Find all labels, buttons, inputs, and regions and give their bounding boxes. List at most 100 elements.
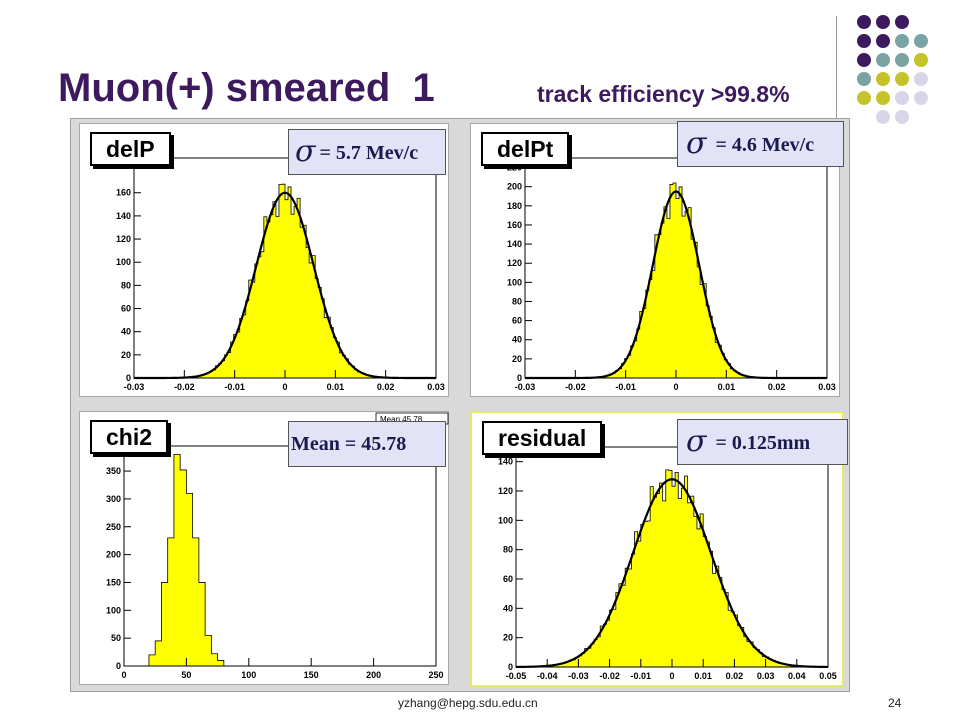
y-tick-label: 40 (121, 327, 131, 337)
y-tick-label: 180 (507, 201, 522, 211)
y-tick-label: 80 (503, 545, 513, 555)
y-tick-label: 0 (508, 662, 513, 672)
x-tick-label: -0.01 (615, 382, 636, 392)
x-tick-label: 0 (669, 671, 674, 681)
chi2-plot: 0 50 100 150 200 250 300 350 0 50 100 150 200 250 Mean… (106, 412, 449, 680)
y-tick-label: 120 (498, 486, 513, 496)
y-tick-label: 350 (106, 466, 121, 476)
y-tick-label: 40 (512, 335, 522, 345)
y-tick-label: 0 (126, 373, 131, 383)
x-tick-label: -0.01 (631, 671, 652, 681)
y-tick-label: 150 (106, 577, 121, 587)
x-tick-label: 0.05 (819, 671, 837, 681)
slide-subtitle: track efficiency >99.8% (537, 81, 790, 107)
y-tick-label: 60 (512, 316, 522, 326)
delPt-plot: 0 20 40 60 80 100 120 140 160 180 200 220 -0.03 -0.02… (507, 157, 836, 392)
decorative-dot (857, 34, 871, 48)
y-tick-label: 140 (116, 211, 131, 221)
sigma-annotation-delPt: σ = 4.6 Mev/c (677, 121, 844, 167)
histogram-title-residual: residual (482, 421, 603, 455)
decorative-dot (857, 91, 871, 105)
delP-plot: 0 20 40 60 80 100 120 140 160 -0.03 -0.02 -0.01 0 0.0… (116, 157, 445, 392)
y-tick-label: 220 (507, 163, 522, 173)
decorative-dot (876, 72, 890, 86)
decorative-dot (876, 34, 890, 48)
decorative-dot (895, 110, 909, 124)
decorative-dot (914, 72, 928, 86)
x-tick-label: 100 (241, 670, 256, 680)
decorative-dot (876, 91, 890, 105)
decorative-dot (876, 15, 890, 29)
x-tick-label: -0.02 (599, 671, 620, 681)
y-tick-label: 120 (116, 234, 131, 244)
sigma-symbol: σ (295, 134, 316, 169)
x-tick-label: 0.02 (377, 382, 395, 392)
y-tick-label: 200 (507, 182, 522, 192)
decorative-dot (876, 53, 890, 67)
x-tick-label: 0.03 (757, 671, 775, 681)
x-tick-label: -0.01 (224, 382, 245, 392)
y-tick-label: 20 (121, 350, 131, 360)
x-tick-label: -0.04 (537, 671, 558, 681)
decorative-dot (895, 53, 909, 67)
y-tick-label: 50 (111, 633, 121, 643)
page-number: 24 (888, 696, 902, 710)
y-tick-label: 160 (116, 188, 131, 198)
x-tick-label: 0.04 (788, 671, 806, 681)
histogram-panel-chi2: 0 50 100 150 200 250 300 350 0 50 100 150 200 250 Mean… (79, 411, 449, 685)
y-tick-label: 60 (503, 574, 513, 584)
chi2-mean-value: Mean = 45.78 (291, 433, 407, 455)
x-tick-label: 0 (282, 382, 287, 392)
decorative-dot (895, 91, 909, 105)
stats-box-text: Mean 45.78 (380, 415, 423, 424)
slide-title: Muon(+) smeared 1 (58, 66, 435, 110)
delPt-sigma-value: = 4.6 Mev/c (715, 134, 815, 156)
y-tick-label: 20 (512, 354, 522, 364)
decorative-dot (895, 72, 909, 86)
y-tick-label: 0 (116, 661, 121, 671)
y-tick-label: 100 (116, 257, 131, 267)
sigma-symbol: σ (686, 424, 707, 459)
histogram-canvas: 0 20 40 60 80 100 120 140 160 -0.03 -0.02 -0.01 0 0.0… (70, 118, 850, 692)
y-tick-label: 100 (106, 605, 121, 615)
x-tick-label: 0.01 (327, 382, 345, 392)
x-tick-label: -0.03 (515, 382, 536, 392)
x-tick-label: -0.02 (174, 382, 195, 392)
decorative-dot (914, 34, 928, 48)
x-tick-label: 0 (673, 382, 678, 392)
x-tick-label: 0.02 (726, 671, 744, 681)
decorative-dot (857, 15, 871, 29)
histogram-title-chi2: chi2 (90, 420, 169, 454)
decorative-dot (895, 15, 909, 29)
histogram-title-delP: delP (90, 132, 171, 166)
y-tick-label: 100 (498, 515, 513, 525)
sigma-annotation-delP: σ = 5.7 Mev/c (288, 129, 446, 175)
x-tick-label: -0.03 (124, 382, 145, 392)
x-tick-label: 150 (304, 670, 319, 680)
x-tick-label: 50 (181, 670, 191, 680)
sigma-annotation-residual: σ = 0.125mm (677, 419, 848, 465)
delP-histogram-bars (134, 183, 436, 379)
x-tick-label: 0.03 (818, 382, 836, 392)
y-tick-label: 80 (512, 296, 522, 306)
x-tick-label: -0.03 (568, 671, 589, 681)
x-tick-label: -0.05 (506, 671, 527, 681)
decorative-dot (914, 53, 928, 67)
footer-email: yzhang@hepg.sdu.edu.cn (398, 696, 538, 710)
decorative-dot-grid (857, 15, 928, 124)
x-tick-label: 0 (121, 670, 126, 680)
y-tick-label: 20 (503, 633, 513, 643)
mean-annotation-chi2: Mean = 45.78 (288, 421, 446, 467)
y-tick-label: 100 (507, 277, 522, 287)
y-tick-label: 160 (507, 220, 522, 230)
sigma-symbol: σ (686, 126, 707, 161)
chi2-histogram-bars (148, 453, 225, 667)
x-tick-label: -0.02 (565, 382, 586, 392)
residual-gaussian-fit (515, 478, 829, 669)
histogram-panel-delPt: 0 20 40 60 80 100 120 140 160 180 200 220 -0.03 -0.02… (470, 123, 840, 397)
y-tick-label: 80 (121, 280, 131, 290)
delPt-histogram-bars (525, 182, 827, 379)
x-tick-label: 200 (366, 670, 381, 680)
x-tick-label: 0.01 (718, 382, 736, 392)
residual-sigma-value: = 0.125mm (715, 432, 811, 454)
